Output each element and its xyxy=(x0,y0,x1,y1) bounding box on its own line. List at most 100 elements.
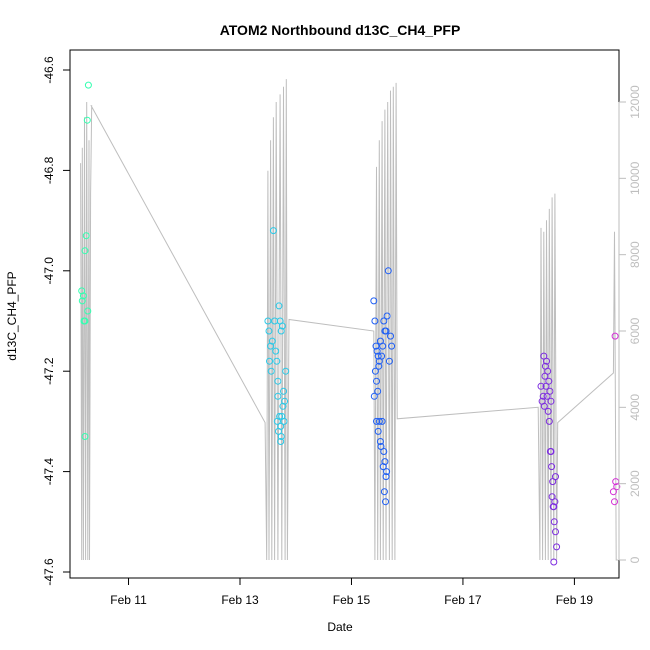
data-point xyxy=(382,473,390,481)
y-tick-label: -46.8 xyxy=(42,156,56,184)
x-tick-label: Feb 13 xyxy=(221,593,259,607)
data-point xyxy=(81,317,89,325)
data-point xyxy=(545,417,553,425)
y-axis-label: d13C_CH4_PFP xyxy=(5,271,19,360)
x-axis-label: Date xyxy=(327,620,353,634)
data-point xyxy=(265,327,273,335)
data-point xyxy=(380,488,388,496)
data-point xyxy=(272,347,280,355)
data-point xyxy=(373,417,380,425)
series-1 xyxy=(264,227,290,445)
data-point xyxy=(84,81,92,89)
data-point xyxy=(383,312,391,320)
data-point xyxy=(370,392,378,400)
x-axis: Feb 11 Feb 13 Feb 15 Feb 17 Feb 19 xyxy=(110,577,594,607)
altitude-trace-line xyxy=(80,79,618,561)
data-point xyxy=(280,387,287,395)
data-point xyxy=(370,297,378,305)
data-point xyxy=(377,443,385,450)
data-point xyxy=(282,367,290,375)
data-point xyxy=(83,116,91,124)
y-tick-label: -46.6 xyxy=(42,56,56,84)
data-point xyxy=(552,473,559,481)
data-point xyxy=(264,317,272,325)
data-point xyxy=(278,322,286,330)
y2-tick-label: 6000 xyxy=(628,317,642,344)
data-point xyxy=(537,382,545,390)
data-point xyxy=(277,327,285,335)
y-tick-label: -47.2 xyxy=(42,357,56,385)
data-point xyxy=(274,377,282,385)
data-point xyxy=(609,488,617,496)
y2-tick-label: 2000 xyxy=(628,470,642,497)
data-point xyxy=(388,342,396,350)
data-point xyxy=(373,347,381,355)
data-point xyxy=(371,367,379,375)
data-point xyxy=(381,458,389,466)
series-0 xyxy=(78,81,92,440)
data-point xyxy=(613,483,621,491)
chart-title: ATOM2 Northbound d13C_CH4_PFP xyxy=(220,22,461,38)
data-point xyxy=(387,332,394,340)
y-tick-label: -47.4 xyxy=(42,458,56,486)
data-point xyxy=(552,528,559,536)
altitude-trace-layer xyxy=(80,79,618,561)
data-point xyxy=(274,392,282,400)
data-point xyxy=(539,392,547,400)
data-point xyxy=(279,402,287,410)
y-tick-label: -47.0 xyxy=(42,257,56,285)
data-point xyxy=(382,498,389,506)
data-point xyxy=(541,372,549,380)
data-point xyxy=(548,463,556,471)
data-point xyxy=(379,463,387,471)
data-point xyxy=(540,402,548,410)
data-point xyxy=(374,387,382,395)
data-point xyxy=(547,397,555,405)
data-point xyxy=(374,352,382,360)
data-point xyxy=(544,407,552,415)
series-2 xyxy=(370,267,396,506)
data-point xyxy=(267,367,275,375)
data-point xyxy=(78,297,86,305)
data-point xyxy=(268,337,276,345)
data-point xyxy=(551,498,559,506)
x-tick-label: Feb 11 xyxy=(110,593,147,607)
data-point xyxy=(379,342,387,350)
data-point xyxy=(81,433,89,440)
data-point xyxy=(273,417,281,425)
data-point xyxy=(81,247,89,255)
data-point xyxy=(78,287,86,295)
data-point xyxy=(542,382,550,390)
y-tick-label: -47.6 xyxy=(42,558,56,586)
data-point xyxy=(280,417,288,425)
data-point xyxy=(277,438,285,445)
data-point xyxy=(378,352,386,360)
y2-tick-label: 10000 xyxy=(628,161,642,195)
data-point xyxy=(275,427,282,435)
x-tick-label: Feb 17 xyxy=(444,593,482,607)
y2-tick-label: 0 xyxy=(628,556,642,563)
data-point xyxy=(266,357,273,365)
data-point xyxy=(269,227,277,235)
y-axis: -47.6 -47.4 -47.2 -47.0 -46.8 -46.6 xyxy=(42,56,71,586)
series-3 xyxy=(537,352,561,566)
data-point xyxy=(383,468,391,476)
data-point xyxy=(550,518,558,526)
data-point xyxy=(373,377,380,385)
data-point xyxy=(375,362,383,370)
data-point xyxy=(79,292,87,300)
data-point xyxy=(267,342,275,350)
data-point xyxy=(371,317,379,325)
data-point xyxy=(385,357,393,365)
data-point xyxy=(376,438,384,445)
y2-axis: 0 2000 4000 6000 8000 10000 12000 xyxy=(618,85,642,563)
y2-tick-label: 4000 xyxy=(628,394,642,421)
data-point xyxy=(380,317,388,325)
x-tick-label: Feb 19 xyxy=(556,593,594,607)
data-point xyxy=(382,327,390,335)
data-point xyxy=(281,397,289,405)
data-point xyxy=(547,448,555,455)
data-point xyxy=(273,357,281,365)
data-point xyxy=(543,392,551,400)
